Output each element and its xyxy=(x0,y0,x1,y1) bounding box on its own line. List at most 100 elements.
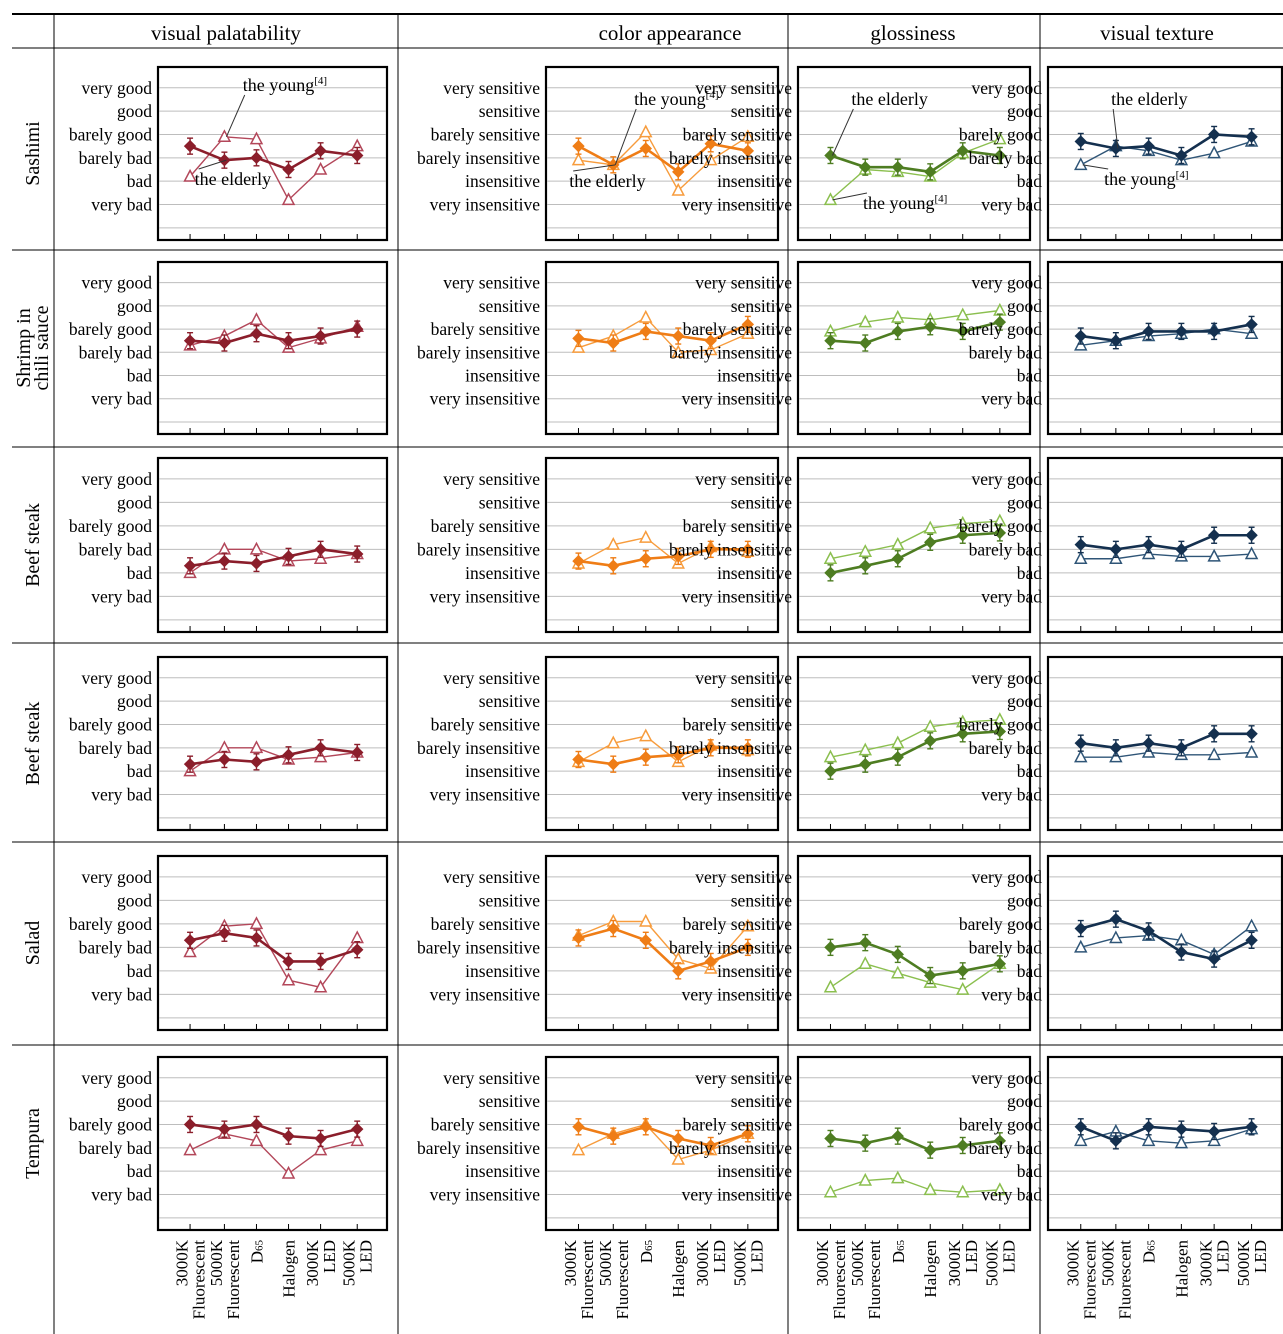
y-tick-label: barely sensitive xyxy=(431,319,541,339)
y-tick-label: very bad xyxy=(981,586,1042,606)
data-point-elderly xyxy=(924,734,937,748)
row-label: Sashimi xyxy=(22,121,44,186)
y-tick-label: bad xyxy=(1017,961,1043,981)
data-point-young xyxy=(639,124,653,138)
plot-frame xyxy=(156,456,389,634)
data-point-elderly xyxy=(924,1143,937,1157)
row-label-line: Beef steak xyxy=(22,702,44,786)
plot-frame xyxy=(156,655,389,832)
data-point-young xyxy=(249,916,264,930)
data-point-young xyxy=(639,913,653,927)
series-line-young xyxy=(830,520,1000,560)
x-tick-label-line: D65 xyxy=(637,1240,656,1264)
data-point-elderly xyxy=(250,557,263,570)
y-tick-label: sensitive xyxy=(731,890,792,910)
y-tick-label: very good xyxy=(82,469,153,489)
data-point-young xyxy=(891,537,905,550)
data-point-elderly xyxy=(351,149,364,162)
x-tick-label-line: Fluorescent xyxy=(1080,1240,1099,1320)
data-point-young xyxy=(249,541,264,555)
data-point-elderly xyxy=(891,552,904,565)
y-tick-label: barely insensitive xyxy=(417,342,540,362)
data-point-elderly xyxy=(891,160,904,174)
x-tick-label: D65 xyxy=(889,1240,908,1264)
y-tick-label: barely good xyxy=(959,714,1042,734)
series-line-young xyxy=(830,719,1000,758)
x-tick-label-line: Fluorescent xyxy=(224,1240,243,1320)
data-point-elderly xyxy=(824,1132,837,1145)
data-point-young xyxy=(1074,157,1088,171)
data-point-young xyxy=(1141,1133,1156,1147)
x-tick-label: Halogen xyxy=(921,1240,940,1298)
series-line-young xyxy=(189,1133,358,1175)
data-point-young xyxy=(313,161,328,175)
y-tick-label: very good xyxy=(82,867,153,887)
plot-frame xyxy=(1046,260,1283,436)
y-tick-label: barely sensitive xyxy=(683,714,793,734)
series-line-young xyxy=(1080,140,1252,166)
y-tick-label: sensitive xyxy=(731,1091,792,1111)
y-tick-label: barely good xyxy=(69,516,152,536)
data-point-elderly xyxy=(1245,318,1258,331)
y-tick-label: very good xyxy=(972,78,1043,98)
chart-panel: very insensitive insensitive barely insens… xyxy=(669,456,1032,634)
row-label-line: Beef steak xyxy=(22,503,44,587)
data-point-young xyxy=(891,1170,905,1184)
data-point-young xyxy=(606,537,621,550)
data-point-young xyxy=(249,131,264,145)
y-tick-label: very good xyxy=(82,78,153,98)
data-point-elderly xyxy=(1245,1120,1258,1134)
y-tick-label: very insensitive xyxy=(430,195,541,215)
data-point-elderly xyxy=(1207,128,1221,141)
y-tick-label: barely insensitive xyxy=(669,937,792,957)
y-tick-label: barely sensitive xyxy=(431,714,541,734)
data-point-young xyxy=(858,742,873,756)
data-point-elderly xyxy=(824,764,837,778)
x-tick-label-line: 5000K xyxy=(340,1239,359,1286)
row-label-line: Shrimp in xyxy=(13,308,35,387)
y-tick-label: very good xyxy=(972,867,1043,887)
series-line-elderly xyxy=(189,1123,358,1140)
data-point-young xyxy=(281,972,296,986)
data-point-elderly xyxy=(956,964,969,978)
data-point-elderly xyxy=(250,1118,263,1131)
y-tick-label: barely good xyxy=(959,516,1042,536)
series-annotation: the young[4] xyxy=(1104,169,1188,189)
y-tick-label: very sensitive xyxy=(695,78,792,98)
y-tick-label: very sensitive xyxy=(443,78,540,98)
annotation-superscript: [4] xyxy=(706,89,719,101)
y-tick-label: sensitive xyxy=(731,296,792,316)
data-point-elderly xyxy=(183,757,197,771)
series-line-elderly xyxy=(577,142,749,174)
y-tick-label: barely bad xyxy=(79,1138,153,1158)
data-point-elderly xyxy=(314,1132,327,1145)
data-point-elderly xyxy=(282,550,295,563)
data-point-elderly xyxy=(859,1136,872,1150)
plot-frame xyxy=(1046,65,1283,242)
y-tick-label: very insensitive xyxy=(430,586,541,606)
y-tick-label: insensitive xyxy=(717,761,792,781)
data-point-young xyxy=(639,728,653,742)
y-tick-label: barely bad xyxy=(969,1138,1043,1158)
data-point-elderly xyxy=(824,334,837,347)
y-tick-label: very good xyxy=(972,469,1043,489)
y-tick-label: sensitive xyxy=(731,691,792,711)
data-point-elderly xyxy=(924,969,937,982)
data-point-elderly xyxy=(1175,1122,1188,1136)
series-line-young xyxy=(1080,1128,1252,1144)
data-point-elderly xyxy=(704,334,717,347)
annotation-leader xyxy=(832,108,854,156)
data-point-elderly xyxy=(672,550,685,563)
x-tick-label-line: LED xyxy=(357,1240,376,1273)
y-tick-label: barely good xyxy=(959,319,1042,339)
data-point-elderly xyxy=(250,327,263,340)
column-header: visual texture xyxy=(1100,21,1214,45)
chart-panel: very bad bad barely bad barely good good very… xyxy=(69,456,389,634)
data-point-elderly xyxy=(639,1120,652,1134)
